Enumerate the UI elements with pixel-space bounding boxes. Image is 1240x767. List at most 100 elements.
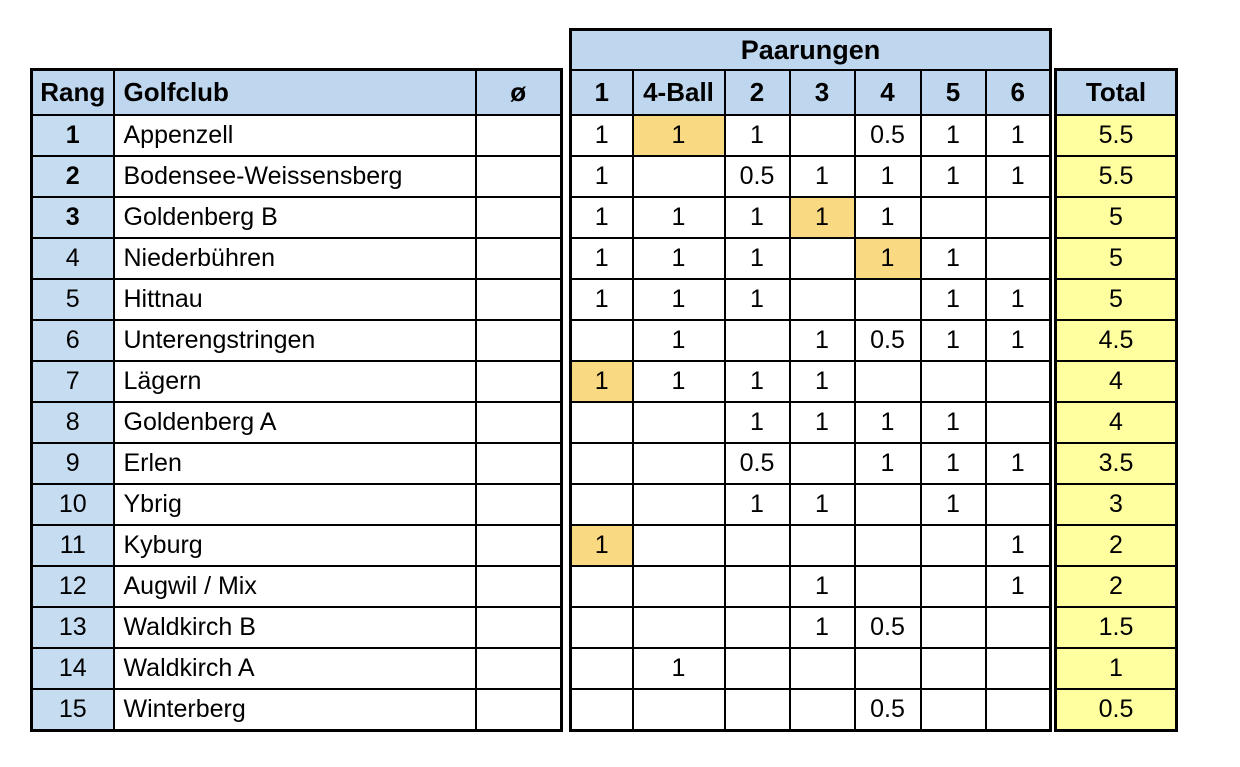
score-cell: 1	[569, 155, 634, 198]
total-row: 0.5	[1054, 688, 1178, 732]
club-row: 7 Lägern	[30, 360, 563, 403]
rank-cell: 10	[30, 483, 115, 526]
club-row: 6 Unterengstringen	[30, 319, 563, 362]
club-row: 13 Waldkirch B	[30, 606, 563, 649]
score-cell: 1	[788, 483, 856, 526]
total-header-row: Total	[1054, 68, 1178, 116]
score-cell: 1	[984, 114, 1052, 157]
score-cell	[788, 114, 856, 157]
column-header-pairing-5: 5	[919, 69, 987, 116]
club-name-cell: Bodensee-Weissensberg	[112, 155, 477, 198]
score-cell	[569, 565, 634, 608]
club-table: Rang Golfclub ø 1 Appenzell 2 Bodensee-Weis…	[30, 68, 563, 732]
club-row: 12 Augwil / Mix	[30, 565, 563, 608]
column-header-pairing-2: 2	[723, 69, 791, 116]
score-cell	[569, 319, 634, 362]
score-cell: 1	[631, 360, 726, 403]
club-name-cell: Niederbühren	[112, 237, 477, 280]
score-cell: 1	[788, 196, 856, 239]
score-cell: 0.5	[723, 442, 791, 485]
score-cell	[853, 647, 922, 690]
column-header-pairing-6: 6	[984, 69, 1052, 116]
score-cell: 1	[919, 442, 987, 485]
pairings-row: 1 0.5	[569, 606, 1052, 649]
column-header-pairing-3: 3	[788, 69, 856, 116]
score-cell	[919, 606, 987, 649]
score-cell	[631, 606, 726, 649]
score-cell	[853, 278, 922, 321]
score-cell: 0.5	[853, 606, 922, 649]
rank-cell: 15	[30, 688, 115, 732]
rank-cell: 8	[30, 401, 115, 444]
score-cell	[984, 401, 1052, 444]
column-header-pairing-4: 4	[853, 69, 922, 116]
total-row: 2	[1054, 524, 1178, 567]
score-cell: 0.5	[853, 319, 922, 362]
score-cell: 0.5	[853, 114, 922, 157]
score-cell: 1	[919, 319, 987, 362]
club-name-cell: Ybrig	[112, 483, 477, 526]
club-name-cell: Augwil / Mix	[112, 565, 477, 608]
score-cell	[788, 278, 856, 321]
club-name-cell: Appenzell	[112, 114, 477, 157]
score-cell: 1	[631, 237, 726, 280]
score-cell	[919, 647, 987, 690]
score-cell	[788, 647, 856, 690]
score-cell	[984, 647, 1052, 690]
score-cell	[788, 524, 856, 567]
score-cell	[569, 442, 634, 485]
score-cell	[984, 196, 1052, 239]
score-cell: 1	[984, 319, 1052, 362]
score-cell	[919, 688, 987, 732]
total-cell: 5.5	[1054, 155, 1178, 198]
score-cell	[984, 688, 1052, 732]
score-cell: 1	[569, 196, 634, 239]
score-cell	[853, 565, 922, 608]
score-cell	[919, 524, 987, 567]
rank-cell: 5	[30, 278, 115, 321]
club-name-cell: Unterengstringen	[112, 319, 477, 362]
total-cell: 3	[1054, 483, 1178, 526]
score-cell	[919, 196, 987, 239]
column-header-pairing-4ball: 4-Ball	[631, 69, 726, 116]
score-cell: 1	[569, 360, 634, 403]
score-cell: 1	[853, 442, 922, 485]
club-row: 10 Ybrig	[30, 483, 563, 526]
score-cell	[569, 688, 634, 732]
total-cell: 2	[1054, 524, 1178, 567]
score-cell	[788, 442, 856, 485]
score-cell: 0.5	[723, 155, 791, 198]
total-cell: 1	[1054, 647, 1178, 690]
total-row: 5.5	[1054, 155, 1178, 198]
score-cell: 1	[788, 565, 856, 608]
club-row: 15 Winterberg	[30, 688, 563, 732]
score-cell: 1	[919, 483, 987, 526]
score-cell: 0.5	[853, 688, 922, 732]
column-header-average: ø	[474, 68, 563, 116]
total-cell: 2	[1054, 565, 1178, 608]
club-row: 3 Goldenberg B	[30, 196, 563, 239]
club-row: 4 Niederbühren	[30, 237, 563, 280]
score-cell: 1	[723, 114, 791, 157]
average-cell	[474, 401, 563, 444]
total-cell: 4.5	[1054, 319, 1178, 362]
score-cell	[919, 360, 987, 403]
total-row: 2	[1054, 565, 1178, 608]
rank-cell: 7	[30, 360, 115, 403]
club-row: 8 Goldenberg A	[30, 401, 563, 444]
total-row: 1.5	[1054, 606, 1178, 649]
standings-layout: Rang Golfclub ø 1 Appenzell 2 Bodensee-Weis…	[30, 28, 1178, 732]
total-row: 4	[1054, 360, 1178, 403]
score-cell: 1	[631, 196, 726, 239]
score-cell	[631, 688, 726, 732]
pairings-row: 1 1 0.5 1 1	[569, 319, 1052, 362]
average-cell	[474, 360, 563, 403]
score-cell	[984, 237, 1052, 280]
average-cell	[474, 155, 563, 198]
score-cell: 1	[788, 360, 856, 403]
score-cell	[631, 401, 726, 444]
club-row: 9 Erlen	[30, 442, 563, 485]
